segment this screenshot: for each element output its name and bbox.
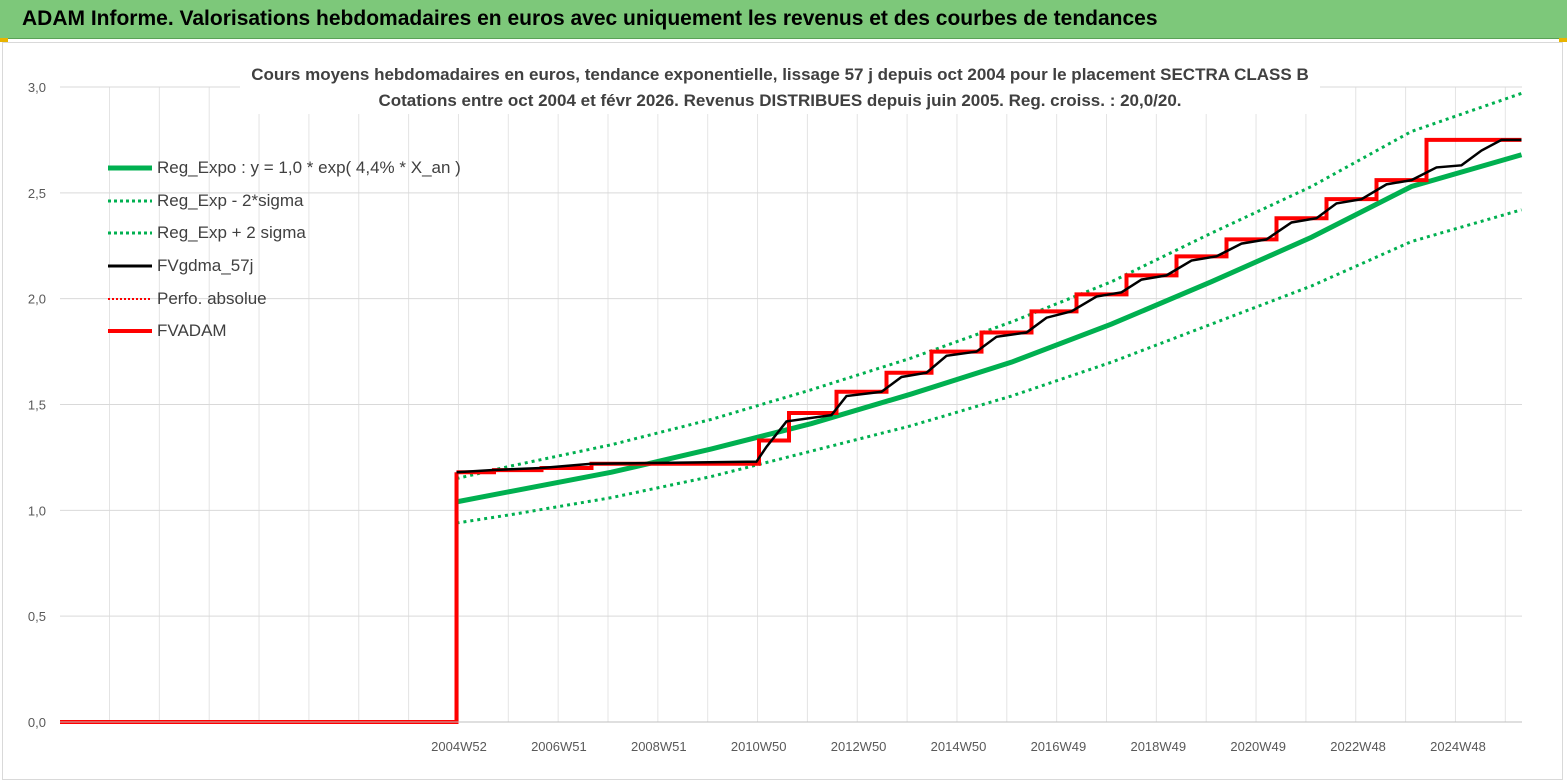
chart-title-line-2: Cotations entre oct 2004 et févr 2026. R…: [378, 91, 1182, 110]
chart-frame: [2, 42, 1563, 780]
legend-swatch-solid-black: [108, 264, 152, 268]
legend-swatch-solid-red: [108, 329, 152, 334]
x-tick-label: 2008W51: [631, 739, 687, 754]
legend-label: Reg_Exp - 2*sigma: [157, 190, 304, 210]
legend-item-reg-expo: Reg_Expo : y = 1,0 * exp( 4,4% * X_an ): [108, 152, 508, 185]
y-tick-label: 2,5: [28, 186, 46, 201]
legend-swatch-dotted-red: [108, 297, 152, 300]
x-tick-label: 2012W50: [831, 739, 887, 754]
frame-corner-marker: [0, 38, 8, 42]
x-tick-label: 2014W50: [931, 739, 987, 754]
series-fvadam-baseline: [60, 472, 459, 724]
legend-item-fvadam: FVADAM: [108, 315, 508, 348]
y-tick-label: 0,5: [28, 609, 46, 624]
series-fvadam: [456, 137, 1522, 475]
legend-swatch-dotted-green: [108, 231, 152, 235]
chart-title: Cours moyens hebdomadaires en euros, ten…: [240, 62, 1320, 114]
report-header: ADAM Informe. Valorisations hebdomadaire…: [0, 0, 1567, 39]
legend-label: Reg_Expo : y = 1,0 * exp( 4,4% * X_an ): [157, 158, 461, 178]
series-reg-expo: [456, 152, 1523, 505]
x-tick-label: 2010W50: [731, 739, 787, 754]
chart-title-line-1: Cours moyens hebdomadaires en euros, ten…: [251, 65, 1309, 84]
y-tick-label: 3,0: [28, 80, 46, 95]
y-tick-label: 1,5: [28, 398, 46, 413]
x-tick-label: 2022W48: [1330, 739, 1386, 754]
x-tick-label: 2016W49: [1031, 739, 1087, 754]
legend-item-fvgdma: FVgdma_57j: [108, 250, 508, 283]
legend-item-reg-exp-plus: Reg_Exp + 2 sigma: [108, 217, 508, 250]
legend-label: FVgdma_57j: [157, 256, 254, 276]
y-tick-label: 0,0: [28, 715, 46, 730]
series-reg-exp-plus-2sigma: [456, 91, 1522, 481]
legend-label: FVADAM: [157, 321, 227, 341]
legend-swatch-dotted-green: [108, 199, 152, 203]
frame-corner-marker: [1559, 38, 1567, 42]
legend-label: Reg_Exp + 2 sigma: [157, 223, 306, 243]
x-tick-label: 2018W49: [1130, 739, 1186, 754]
legend-swatch-solid-green: [108, 165, 152, 171]
series-fvgdma-57j: [456, 138, 1522, 474]
legend-item-reg-exp-minus: Reg_Exp - 2*sigma: [108, 185, 508, 218]
chart-legend: Reg_Expo : y = 1,0 * exp( 4,4% * X_an ) …: [108, 152, 508, 348]
x-tick-label: 2024W48: [1430, 739, 1486, 754]
legend-label: Perfo. absolue: [157, 288, 267, 308]
legend-item-perfo: Perfo. absolue: [108, 282, 508, 315]
y-tick-label: 2,0: [28, 292, 46, 307]
series-reg-exp-minus-2sigma: [456, 208, 1522, 525]
x-tick-label: 2004W52: [431, 739, 487, 754]
x-tick-label: 2006W51: [531, 739, 587, 754]
x-tick-label: 2020W49: [1230, 739, 1286, 754]
y-tick-label: 1,0: [28, 503, 46, 518]
report-title: ADAM Informe. Valorisations hebdomadaire…: [22, 7, 1158, 30]
